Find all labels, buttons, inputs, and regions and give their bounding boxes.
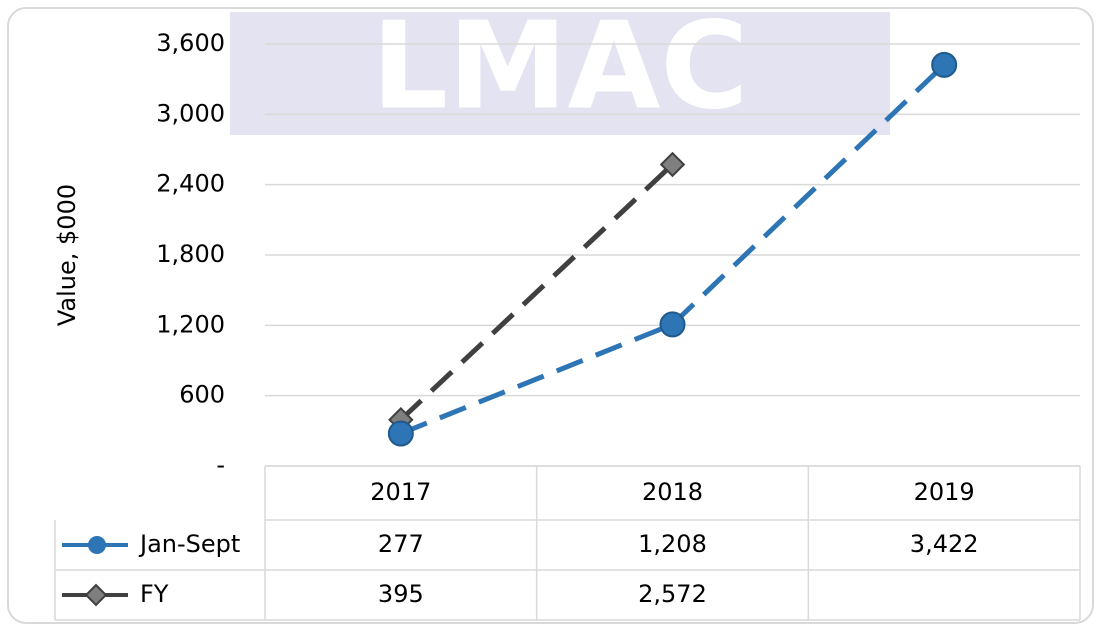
legend-marker: [84, 583, 108, 607]
y-tick-label: 2,400: [156, 170, 225, 198]
point: [387, 420, 414, 447]
x-tick-label: 2017: [370, 478, 431, 506]
table-value: 1,208: [638, 530, 707, 558]
y-tick-label: 600: [179, 381, 225, 409]
series-line: [399, 162, 675, 422]
table-value: 3,422: [910, 530, 979, 558]
y-tick-label: 1,200: [156, 310, 225, 338]
y-axis-label: Value, $000: [53, 184, 81, 326]
table-value: 395: [378, 580, 424, 608]
legend-marker: [88, 536, 106, 554]
point: [659, 151, 686, 178]
table-value: 2,572: [638, 580, 707, 608]
y-tick-label: -: [216, 451, 225, 479]
table-value: 277: [378, 530, 424, 558]
watermark: LMAC: [372, 0, 749, 137]
legend-label: Jan-Sept: [138, 530, 240, 558]
y-tick-label: 3,000: [156, 99, 225, 127]
y-tick-label: 1,800: [156, 240, 225, 268]
y-tick-label: 3,600: [156, 29, 225, 57]
x-tick-label: 2019: [914, 478, 975, 506]
series-line: [399, 63, 946, 436]
point: [931, 51, 958, 78]
x-tick-label: 2018: [642, 478, 703, 506]
legend-label: FY: [140, 580, 169, 608]
chart-border: [7, 7, 1094, 624]
point: [659, 311, 686, 338]
